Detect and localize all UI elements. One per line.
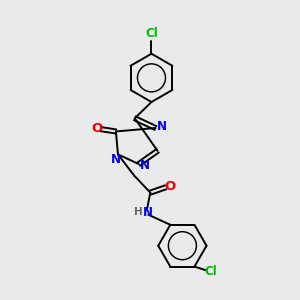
Text: N: N: [157, 120, 166, 133]
Text: N: N: [111, 153, 121, 166]
Text: N: N: [143, 206, 153, 219]
Text: H: H: [134, 207, 142, 217]
Text: O: O: [91, 122, 102, 135]
Text: N: N: [140, 159, 150, 172]
Text: Cl: Cl: [205, 265, 217, 278]
Text: O: O: [165, 180, 176, 193]
Text: Cl: Cl: [145, 27, 158, 40]
